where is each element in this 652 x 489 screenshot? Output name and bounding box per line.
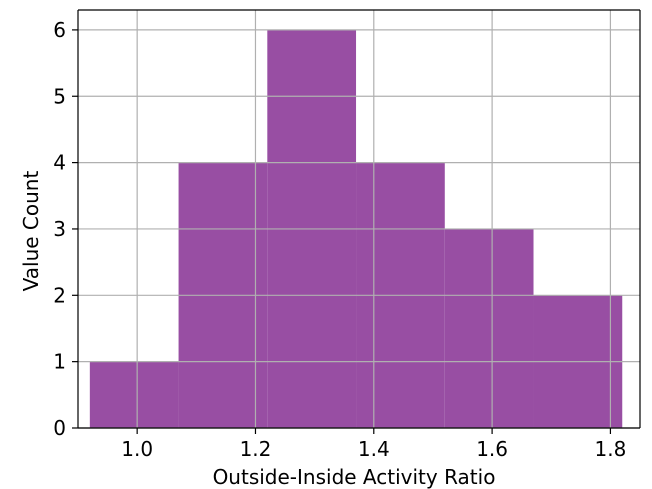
x-tick-labels: 1.0 1.2 1.4 1.6 1.8 [121, 437, 626, 461]
histogram-bar-1 [89, 361, 179, 428]
y-tick-label-6: 6 [53, 18, 66, 42]
x-tick-label-4: 1.8 [595, 437, 627, 461]
y-tick-label-1: 1 [53, 350, 66, 374]
y-tick-label-5: 5 [53, 84, 66, 108]
y-tick-label-2: 2 [53, 283, 66, 307]
x-tick-label-2: 1.4 [358, 437, 390, 461]
x-tick-label-3: 1.6 [476, 437, 508, 461]
axes [72, 9, 641, 434]
y-tick-label-3: 3 [53, 217, 66, 241]
y-tick-labels: 0 1 2 3 4 5 6 [53, 18, 66, 440]
x-tick-label-0: 1.0 [121, 437, 153, 461]
y-tick-label-4: 4 [53, 151, 66, 175]
x-axis-label: Outside-Inside Activity Ratio [213, 465, 496, 489]
histogram-bar-5 [444, 228, 534, 428]
y-axis-label: Value Count [19, 171, 43, 292]
y-tick-label-0: 0 [53, 416, 66, 440]
x-tick-label-1: 1.2 [240, 437, 272, 461]
